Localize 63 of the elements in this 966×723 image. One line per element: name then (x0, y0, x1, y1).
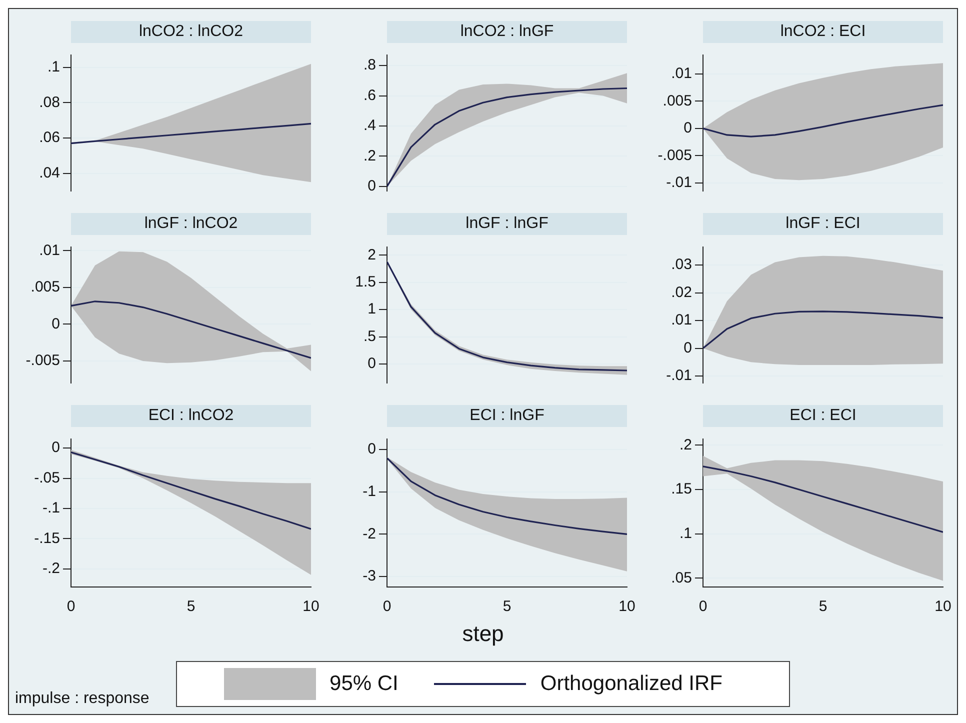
y-tick-label: 1 (368, 300, 376, 318)
y-tick-label: .1 (679, 524, 692, 542)
y-tick-label: .8 (363, 56, 376, 74)
y-tick-label: .4 (363, 117, 376, 134)
y-tick-label: -3 (362, 568, 376, 585)
y-tick-label: .15 (671, 480, 692, 498)
y-tick-label: -.05 (34, 469, 60, 486)
x-axis-title: step (461, 621, 505, 647)
y-tick-label: 0 (368, 440, 376, 458)
y-tick-label: -.01 (666, 174, 692, 191)
x-tick-label: 0 (382, 598, 392, 616)
x-tick-label: 0 (698, 598, 708, 616)
y-tick-label: -.15 (34, 530, 60, 547)
y-tick-label: .1 (47, 58, 60, 76)
y-tick-label: 0 (368, 355, 376, 372)
chart-title: lnCO2 : ECI (703, 21, 943, 43)
y-tick-label: 0 (52, 315, 60, 332)
y-tick-label: .005 (30, 278, 60, 296)
y-tick-label: .2 (363, 147, 376, 164)
y-tick-label: 0 (52, 439, 60, 456)
y-tick-label: .04 (39, 164, 60, 182)
y-tick-label: .2 (679, 436, 692, 454)
y-tick-label: .02 (671, 284, 692, 301)
text: 95% CI (330, 672, 398, 696)
y-tick-label: .03 (671, 256, 692, 274)
chart-title: ECI : lnCO2 (71, 405, 311, 427)
text: impulse : response (15, 690, 150, 708)
y-tick-label: .01 (39, 242, 60, 259)
y-tick-label: .01 (671, 312, 692, 329)
y-tick-label: -.1 (42, 500, 60, 517)
x-tick-label: 0 (66, 598, 76, 616)
y-tick-label: -.005 (658, 146, 692, 164)
y-tick-label: .05 (671, 569, 692, 586)
y-tick-label: 1.5 (355, 274, 376, 290)
y-tick-label: .06 (39, 129, 60, 146)
x-tick-label: 10 (618, 598, 636, 616)
y-tick-label: .01 (671, 65, 692, 82)
y-tick-label: 0 (684, 120, 692, 137)
y-tick-label: -.01 (666, 367, 692, 384)
chart-title: ECI : lnGF (387, 405, 627, 427)
x-tick-label: 10 (302, 598, 320, 616)
y-tick-label: -.2 (42, 560, 60, 578)
y-tick-label: -.005 (26, 352, 60, 370)
y-tick-label: 2 (368, 246, 376, 264)
chart-title: lnCO2 : lnGF (387, 21, 627, 43)
x-tick-label: 5 (818, 598, 828, 616)
legend-label: Orthogonalized IRF (540, 672, 722, 696)
chart-title: lnGF : ECI (703, 213, 943, 235)
chart-title: ECI : ECI (703, 405, 943, 427)
y-tick-label: 0 (684, 339, 692, 356)
y-tick-label: -1 (362, 483, 376, 500)
y-tick-label: -2 (362, 525, 376, 542)
chart-title: lnGF : lnGF (387, 213, 627, 235)
x-tick-label: 10 (934, 598, 952, 616)
y-tick-label: .6 (363, 86, 376, 104)
x-tick-label: 5 (186, 598, 196, 616)
y-tick-label: .08 (39, 94, 60, 111)
chart-title: lnGF : lnCO2 (71, 213, 311, 235)
y-tick-label: 0 (368, 178, 376, 195)
x-tick-label: 5 (502, 598, 512, 616)
y-tick-label: .005 (662, 92, 692, 110)
chart-title: lnCO2 : lnCO2 (71, 21, 311, 43)
y-tick-label: .5 (363, 328, 376, 345)
